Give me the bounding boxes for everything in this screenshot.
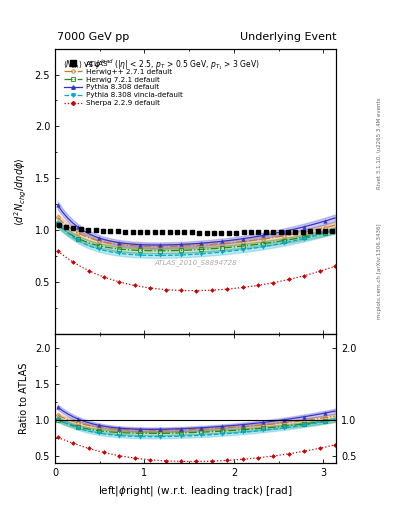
- Legend: ATLAS, Herwig++ 2.7.1 default, Herwig 7.2.1 default, Pythia 8.308 default, Pythi: ATLAS, Herwig++ 2.7.1 default, Herwig 7.…: [64, 61, 183, 106]
- Text: Rivet 3.1.10, \u2265 3.4M events: Rivet 3.1.10, \u2265 3.4M events: [377, 98, 382, 189]
- Text: Underlying Event: Underlying Event: [239, 32, 336, 42]
- X-axis label: left$|\phi$right$|$ (w.r.t. leading track) [rad]: left$|\phi$right$|$ (w.r.t. leading trac…: [98, 484, 293, 498]
- Text: mcplots.cern.ch [arXiv:1306.3436]: mcplots.cern.ch [arXiv:1306.3436]: [377, 224, 382, 319]
- Text: ATLAS_2010_S8894728: ATLAS_2010_S8894728: [154, 259, 237, 266]
- Y-axis label: Ratio to ATLAS: Ratio to ATLAS: [19, 363, 29, 434]
- Text: 7000 GeV pp: 7000 GeV pp: [57, 32, 129, 42]
- Y-axis label: $\langle d^2 N_{chg}/d\eta d\phi\rangle$: $\langle d^2 N_{chg}/d\eta d\phi\rangle$: [13, 157, 29, 225]
- Text: $\langle N_{ch}\rangle$ vs $\phi^{lead}$ ($|\eta|$ < 2.5, $p_T$ > 0.5 GeV, $p_{T: $\langle N_{ch}\rangle$ vs $\phi^{lead}$…: [63, 57, 260, 72]
